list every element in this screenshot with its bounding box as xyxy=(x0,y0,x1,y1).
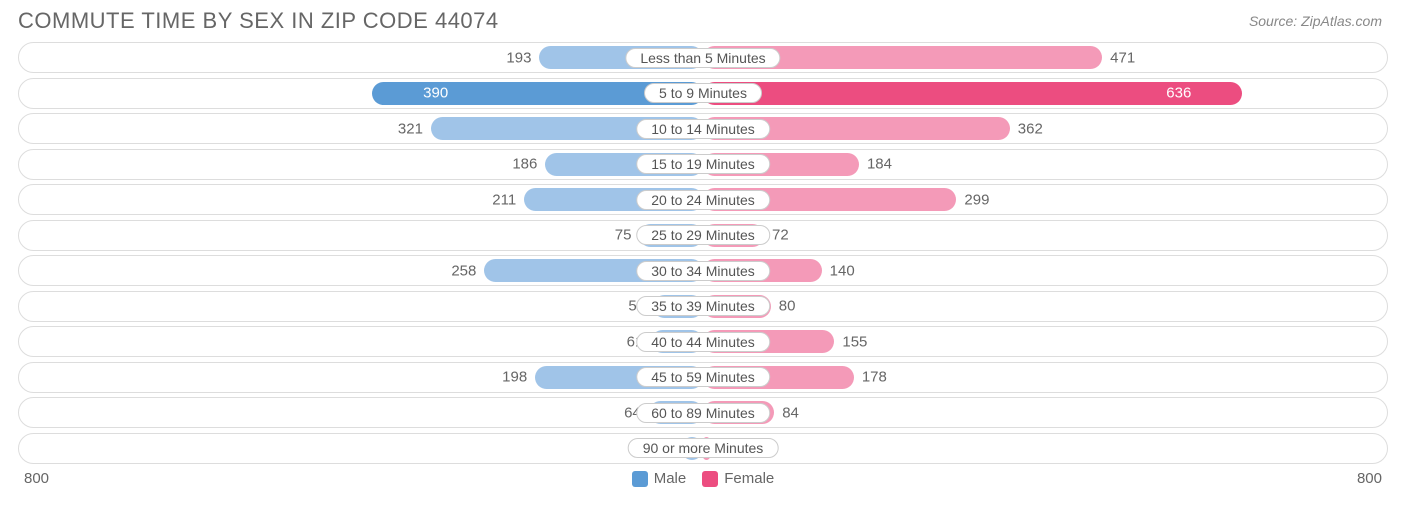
value-male: 321 xyxy=(398,120,431,137)
value-male: 198 xyxy=(502,369,535,386)
value-male: 211 xyxy=(492,191,524,208)
category-label: 45 to 59 Minutes xyxy=(636,367,770,387)
bar-row: 321 362 10 to 14 Minutes xyxy=(18,113,1388,144)
value-male: 186 xyxy=(512,156,545,173)
value-female: 140 xyxy=(822,262,855,279)
category-label: 90 or more Minutes xyxy=(628,438,779,458)
value-female: 184 xyxy=(859,156,892,173)
chart-container: COMMUTE TIME BY SEX IN ZIP CODE 44074 So… xyxy=(0,0,1406,523)
legend-label-male: Male xyxy=(654,470,687,487)
bar-row: 211 299 20 to 24 Minutes xyxy=(18,184,1388,215)
legend: Male Female xyxy=(632,470,775,487)
value-male: 258 xyxy=(451,262,484,279)
bar-row: 757225 to 29 Minutes xyxy=(18,220,1388,251)
legend-item-female: Female xyxy=(702,470,774,487)
category-label: 40 to 44 Minutes xyxy=(636,332,770,352)
bar-row: 193 471 Less than 5 Minutes xyxy=(18,42,1388,73)
bar-row: 6115540 to 44 Minutes xyxy=(18,326,1388,357)
value-female: 299 xyxy=(956,191,989,208)
value-female: 362 xyxy=(1010,120,1043,137)
category-label: 15 to 19 Minutes xyxy=(636,154,770,174)
chart-source: Source: ZipAtlas.com xyxy=(1249,13,1382,29)
bar-row: 390 636 5 to 9 Minutes xyxy=(18,78,1388,109)
chart-header: COMMUTE TIME BY SEX IN ZIP CODE 44074 So… xyxy=(0,0,1406,42)
bar-row: 26890 or more Minutes xyxy=(18,433,1388,464)
category-label: 35 to 39 Minutes xyxy=(636,296,770,316)
category-label: 20 to 24 Minutes xyxy=(636,190,770,210)
value-female: 178 xyxy=(854,369,887,386)
chart-title: COMMUTE TIME BY SEX IN ZIP CODE 44074 xyxy=(18,8,499,34)
category-label: Less than 5 Minutes xyxy=(625,48,780,68)
value-female: 471 xyxy=(1102,49,1135,66)
bar-female xyxy=(703,82,1242,105)
bar-row: 258 140 30 to 34 Minutes xyxy=(18,255,1388,286)
chart-footer: 800 Male Female 800 xyxy=(0,468,1406,487)
bar-row: 648460 to 89 Minutes xyxy=(18,397,1388,428)
category-label: 60 to 89 Minutes xyxy=(636,403,770,423)
value-female: 84 xyxy=(774,404,799,421)
category-label: 5 to 9 Minutes xyxy=(644,83,762,103)
swatch-female xyxy=(702,471,718,487)
chart-rows: 193 471 Less than 5 Minutes 390 636 5 to 9 Mi… xyxy=(0,42,1406,464)
category-label: 25 to 29 Minutes xyxy=(636,225,770,245)
value-female: 155 xyxy=(834,333,867,350)
value-female: 80 xyxy=(771,298,796,315)
value-male: 193 xyxy=(506,49,539,66)
bar-row: 198 178 45 to 59 Minutes xyxy=(18,362,1388,393)
value-female: 636 xyxy=(1166,85,1201,102)
bar-row: 186 184 15 to 19 Minutes xyxy=(18,149,1388,180)
legend-label-female: Female xyxy=(724,470,774,487)
axis-left-max: 800 xyxy=(24,470,49,487)
swatch-male xyxy=(632,471,648,487)
value-male: 390 xyxy=(413,85,448,102)
category-label: 10 to 14 Minutes xyxy=(636,119,770,139)
axis-right-max: 800 xyxy=(1357,470,1382,487)
legend-item-male: Male xyxy=(632,470,687,487)
category-label: 30 to 34 Minutes xyxy=(636,261,770,281)
bar-row: 598035 to 39 Minutes xyxy=(18,291,1388,322)
